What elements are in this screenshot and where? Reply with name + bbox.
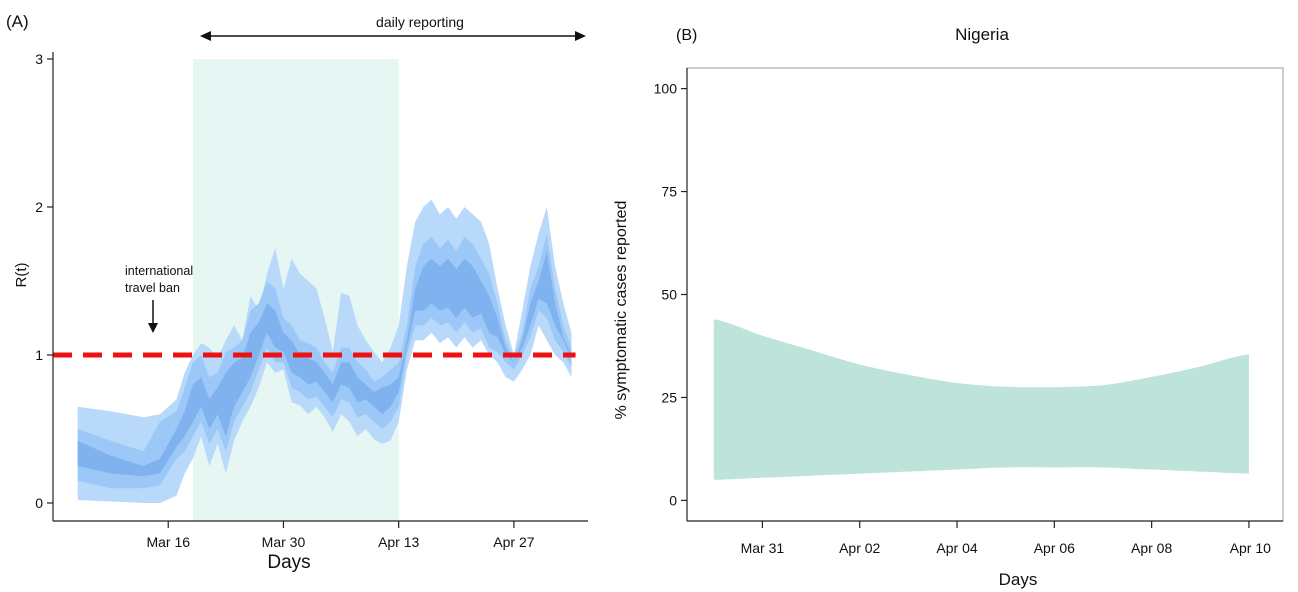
panel-b-x-ticks: Mar 31 Apr 02 Apr 04 Apr 06 Apr 08 Apr 10 — [741, 521, 1271, 556]
x-tick-label: Mar 30 — [262, 534, 306, 550]
panel-b-y-ticks: 0 25 50 75 100 — [654, 81, 687, 508]
y-tick-label: 0 — [669, 492, 677, 508]
x-tick-label: Mar 16 — [146, 534, 190, 550]
panel-b-band — [713, 319, 1249, 480]
ban-arrow-head — [148, 323, 158, 333]
x-tick-label: Apr 10 — [1230, 540, 1271, 556]
travel-ban-arrow — [148, 300, 158, 333]
x-tick-label: Apr 13 — [378, 534, 419, 550]
reported-percentage-band — [713, 319, 1249, 480]
panel-a-label: (A) — [6, 12, 29, 31]
panel-a-x-ticks: Mar 16 Mar 30 Apr 13 Apr 27 — [146, 521, 535, 550]
x-tick-label: Apr 02 — [839, 540, 880, 556]
panel-b-title: Nigeria — [955, 25, 1009, 44]
y-tick-label: 2 — [35, 199, 43, 215]
x-tick-label: Apr 08 — [1131, 540, 1172, 556]
x-tick-label: Mar 31 — [741, 540, 785, 556]
panel-a-y-label: R(t) — [13, 263, 30, 288]
x-tick-label: Apr 06 — [1034, 540, 1075, 556]
panel-a-y-ticks: 0 1 2 3 — [35, 51, 53, 511]
x-tick-label: Apr 04 — [936, 540, 977, 556]
y-tick-label: 50 — [661, 287, 677, 303]
y-tick-label: 100 — [654, 81, 678, 97]
travel-ban-label-line2: travel ban — [125, 281, 180, 295]
panel-b-y-label: % symptomatic cases reported — [613, 201, 630, 420]
panel-a: (A) 0 1 2 3 Mar 16 Mar 30 Apr 13 Apr 27 R(t) D… — [6, 12, 588, 573]
panel-b-x-label: Days — [999, 570, 1038, 589]
x-tick-label: Apr 27 — [493, 534, 534, 550]
arrow-head-right — [575, 31, 586, 41]
y-tick-label: 0 — [35, 495, 43, 511]
panel-a-bands — [77, 199, 572, 503]
daily-reporting-label: daily reporting — [376, 14, 464, 30]
arrow-head-left — [199, 31, 211, 41]
panel-b-label: (B) — [676, 27, 697, 44]
y-tick-label: 1 — [35, 347, 43, 363]
y-tick-label: 25 — [661, 389, 677, 405]
daily-reporting-arrow — [199, 31, 586, 41]
y-tick-label: 3 — [35, 51, 43, 67]
travel-ban-label-line1: international — [125, 264, 193, 278]
panel-b: (B) Nigeria 0 25 50 75 100 Mar 31 Apr 02 Apr 0… — [613, 25, 1284, 589]
y-tick-label: 75 — [661, 184, 677, 200]
panel-a-x-label: Days — [267, 552, 310, 573]
